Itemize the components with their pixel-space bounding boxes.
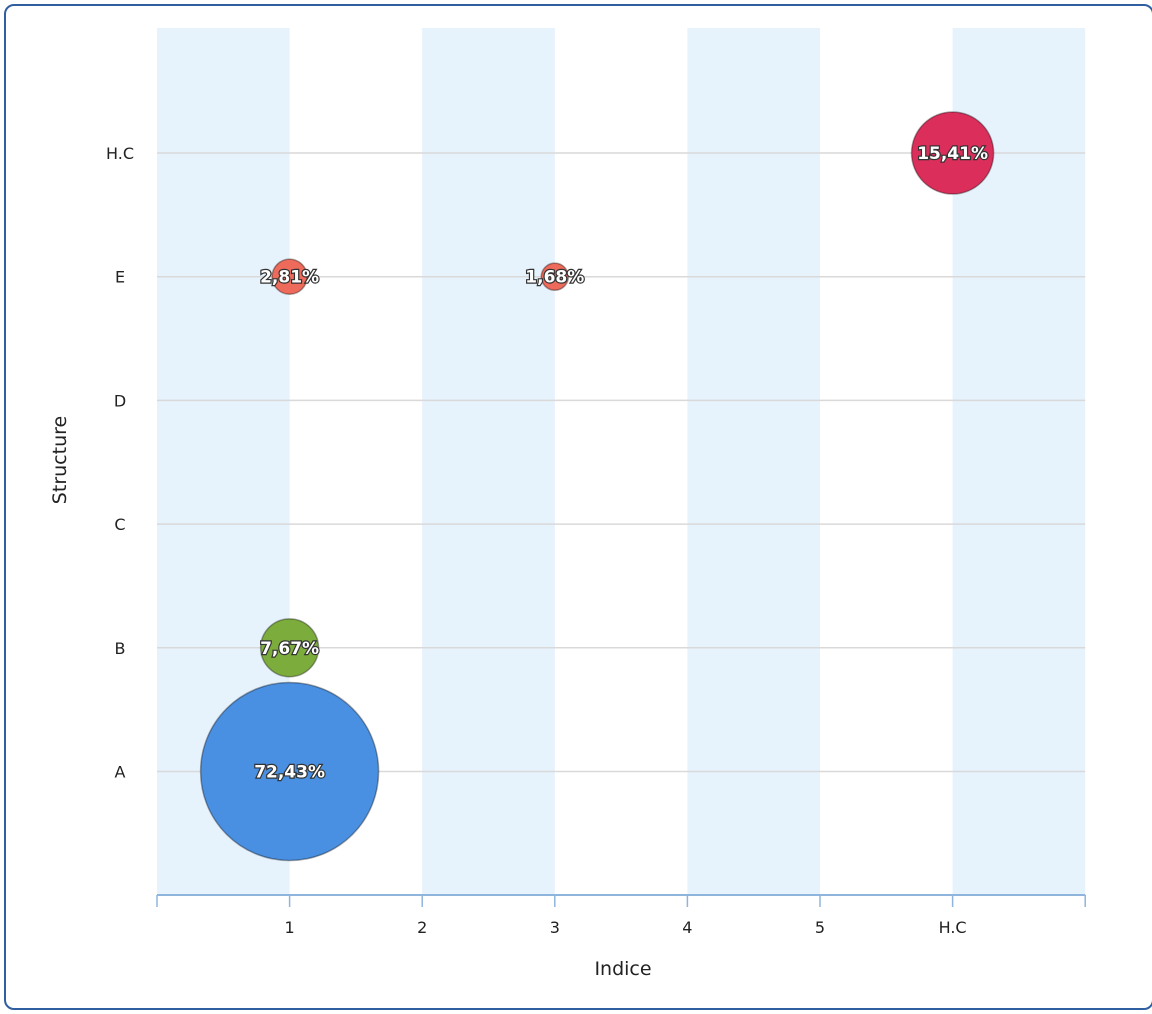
bubble [910, 111, 995, 195]
y-tick-label: B [115, 639, 126, 658]
column-band [687, 28, 820, 895]
x-tick-labels: 1 2 3 4 5 H.C [285, 918, 967, 937]
x-tick-label: 5 [815, 918, 825, 937]
bubbles [199, 111, 995, 862]
x-axis-title: Indice [594, 958, 651, 980]
y-tick-label: E [115, 268, 125, 287]
bubble-label: 7,67% [260, 639, 319, 659]
y-axis-title: Structure [49, 416, 71, 504]
y-tick-label: C [114, 515, 125, 534]
x-tick-label: 4 [682, 918, 692, 937]
column-bands [157, 28, 1086, 895]
bubble [540, 262, 570, 292]
x-tick-label: 2 [417, 918, 427, 937]
x-tick-label: 1 [285, 918, 295, 937]
bubble-label: 15,41% [917, 144, 988, 164]
x-tick-label: 3 [550, 918, 560, 937]
x-axis [156, 894, 1086, 907]
bubble-label: 2,81% [260, 268, 319, 288]
bubble [271, 258, 308, 295]
gridlines [157, 152, 1086, 773]
bubble-label: 1,68% [525, 268, 584, 288]
bubble-labels: 72,43% 7,67% 2,81% 1,68% 15,41% [253, 143, 989, 784]
bubble [199, 681, 380, 862]
y-tick-label: A [115, 763, 126, 782]
bubble [259, 618, 320, 678]
y-tick-label: H.C [106, 144, 134, 163]
x-tick-label: H.C [939, 918, 967, 937]
column-band [422, 28, 555, 895]
y-tick-label: D [114, 391, 126, 410]
bubble-label: 72,43% [254, 763, 325, 783]
y-tick-labels: A B C D E H.C [106, 144, 134, 782]
